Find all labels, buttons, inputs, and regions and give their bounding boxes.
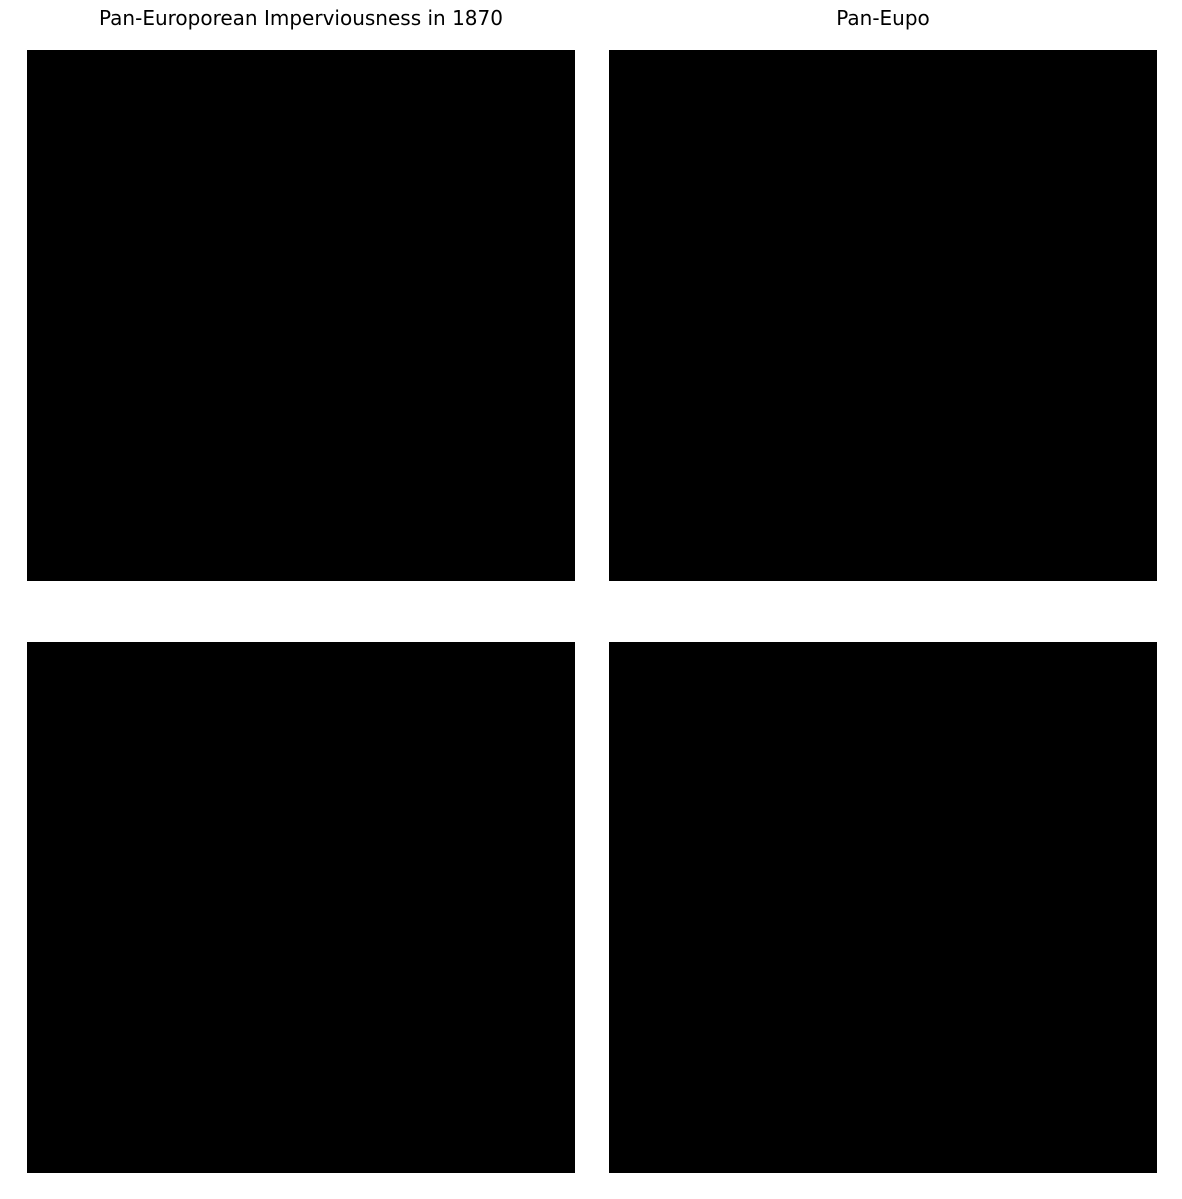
map-canvas <box>609 50 1157 581</box>
imperviousness-map <box>609 642 1157 1173</box>
imperviousness-map <box>27 50 575 581</box>
imperviousness-map <box>609 50 1157 581</box>
imperviousness-map <box>27 642 575 1173</box>
panel-title: Pan-Eupo <box>836 6 930 30</box>
map-canvas <box>27 50 575 581</box>
map-canvas <box>609 642 1157 1173</box>
panel-title: Pan-Europorean Imperviousness in 1870 <box>99 6 503 30</box>
map-canvas <box>27 642 575 1173</box>
